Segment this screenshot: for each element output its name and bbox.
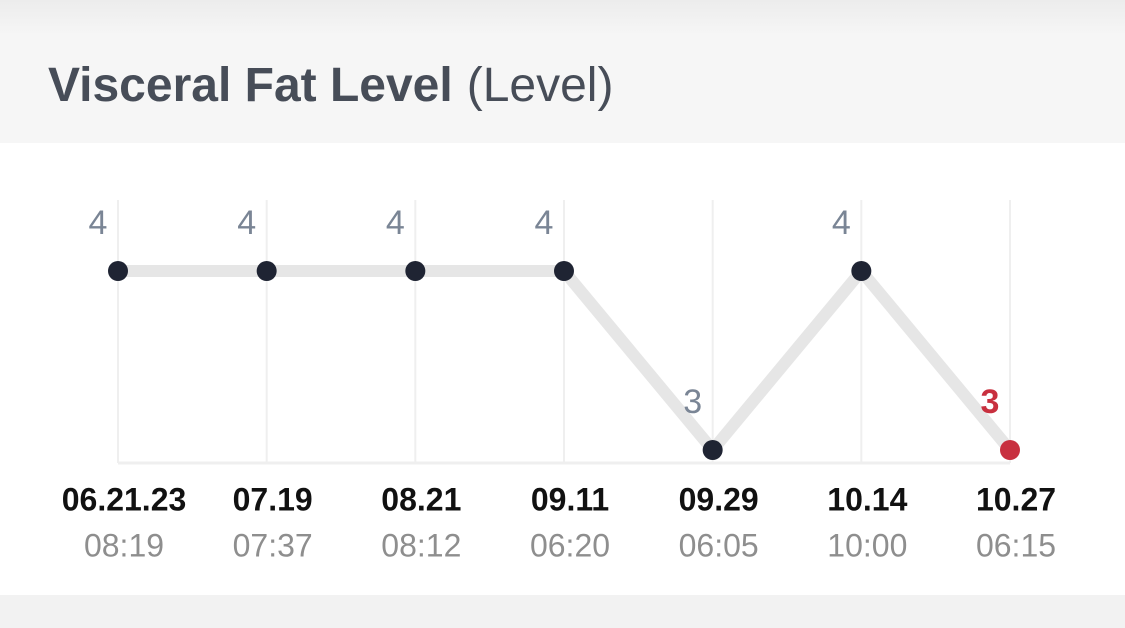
time-label: 06:20 [530,527,610,563]
value-label: 4 [832,204,851,242]
time-label: 10:00 [827,527,907,563]
footer-bg [0,595,1125,628]
x-tick-label: 06.21.23 [62,481,187,517]
point [108,261,128,281]
time-label: 08:19 [84,527,164,563]
point [554,261,574,281]
chart-title: Visceral Fat Level [48,59,453,112]
x-tick-label: 10.27 [976,481,1056,517]
point [405,261,426,281]
unit: (Level) [467,59,614,112]
value-label: 4 [535,204,554,242]
x-tick-label: 07.19 [233,481,313,517]
x-tick-label: 09.11 [531,481,609,517]
header-bg [0,0,1125,143]
value-label: 3 [981,383,1000,421]
value-label: 4 [89,204,108,242]
value-label: 4 [237,204,256,242]
value-label: 4 [386,204,405,242]
time-label: 07:37 [233,527,313,563]
time-label: 06:15 [976,527,1056,563]
time-label: 08:12 [381,527,461,563]
point [702,440,723,460]
value-label: 3 [683,383,702,421]
x-tick-label: 09.29 [679,481,759,517]
point [256,261,277,281]
title-row: Visceral Fat Level (Level) [48,59,613,112]
point [1000,440,1020,460]
x-tick-label: 10.14 [827,481,907,517]
time-label: 06:05 [679,527,759,563]
point [851,261,872,281]
x-tick-label: 08.21 [381,481,461,517]
